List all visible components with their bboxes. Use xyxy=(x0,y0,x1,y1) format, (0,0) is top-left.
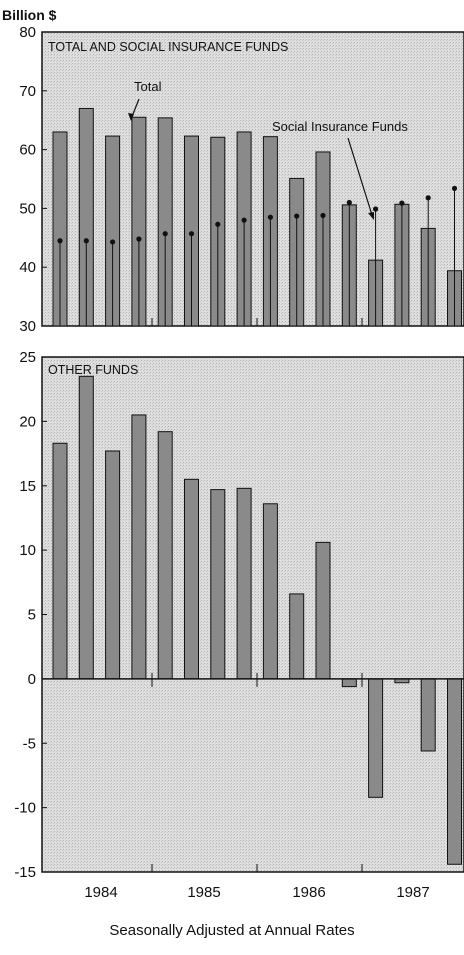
y-tick-label: 5 xyxy=(28,607,36,624)
social-insurance-point xyxy=(83,238,89,244)
annotation-social-insurance-arrowhead xyxy=(368,212,374,220)
x-axis-year-labels: 1984 1985 1986 1987 xyxy=(84,884,429,901)
panel-2-title: OTHER FUNDS xyxy=(48,363,138,377)
annotation-social-insurance-arrow xyxy=(347,137,373,216)
y-tick-label: -15 xyxy=(14,864,36,881)
y-tick-label: 20 xyxy=(19,413,36,430)
other-funds-bar xyxy=(447,678,462,865)
panel-2-bars xyxy=(52,375,462,865)
other-funds-bar xyxy=(78,375,94,680)
social-insurance-point xyxy=(399,200,405,206)
other-funds-bar xyxy=(52,442,68,680)
panel-2-y-axis: -15 -10 -5 0 5 10 15 20 25 xyxy=(14,349,47,881)
y-tick-label: 25 xyxy=(19,349,36,366)
y-tick-label: 10 xyxy=(19,542,36,559)
annotation-total: Total xyxy=(134,79,162,94)
panel-total-and-social-insurance: TOTAL AND SOCIAL INSURANCE FUNDS 30 40 50 6… xyxy=(19,24,464,335)
y-tick-label: 15 xyxy=(19,478,36,495)
social-insurance-point xyxy=(320,212,326,219)
panel-1-x-ticks xyxy=(151,318,363,326)
x-tick-label-1985: 1985 xyxy=(187,884,220,901)
other-funds-bar xyxy=(262,503,278,680)
other-funds-bar xyxy=(341,678,357,688)
y-tick-label: 0 xyxy=(28,671,36,688)
social-insurance-point xyxy=(241,217,247,223)
other-funds-bar xyxy=(236,487,252,680)
panel-2-x-ticks xyxy=(42,672,464,872)
y-tick-label: 40 xyxy=(19,259,36,276)
y-tick-label: 60 xyxy=(19,142,36,159)
other-funds-bar xyxy=(289,593,305,680)
annotation-social-insurance: Social Insurance Funds xyxy=(272,119,408,134)
other-funds-bar xyxy=(157,431,173,680)
social-insurance-point xyxy=(451,185,458,192)
panel-1-title: TOTAL AND SOCIAL INSURANCE FUNDS xyxy=(48,40,288,54)
y-tick-label: 80 xyxy=(19,24,36,41)
y-tick-label: 70 xyxy=(19,83,36,100)
y-tick-label: 30 xyxy=(19,318,36,335)
other-funds-bar xyxy=(210,489,226,680)
panel-1-social-insurance-markers xyxy=(57,185,458,326)
social-insurance-point xyxy=(188,231,195,237)
y-tick-label: -5 xyxy=(23,735,36,752)
y-tick-label: -10 xyxy=(14,800,36,817)
other-funds-bar xyxy=(131,414,147,680)
social-insurance-point xyxy=(294,213,300,219)
panel-other-funds: OTHER FUNDS -15 -10 -5 0 5 10 15 20 25 xyxy=(14,349,464,881)
x-tick-label-1986: 1986 xyxy=(292,884,325,901)
other-funds-bar xyxy=(368,678,384,798)
social-insurance-point xyxy=(136,236,142,242)
y-axis-unit-label: Billion $ xyxy=(2,7,57,23)
social-insurance-point xyxy=(110,239,116,245)
other-funds-bar xyxy=(315,541,331,680)
other-funds-bar xyxy=(105,450,121,680)
social-insurance-point xyxy=(425,195,431,201)
annotation-total-arrowhead xyxy=(128,113,134,121)
social-insurance-point xyxy=(267,214,273,220)
x-tick-label-1987: 1987 xyxy=(396,884,429,901)
panel-1-y-axis: 30 40 50 60 70 80 xyxy=(19,24,47,335)
social-insurance-point xyxy=(162,231,168,237)
social-insurance-point xyxy=(373,206,379,212)
social-insurance-point xyxy=(215,221,221,227)
social-insurance-point xyxy=(346,199,352,206)
social-insurance-point xyxy=(57,238,63,244)
other-funds-bar xyxy=(420,678,436,752)
chart-footer-note: Seasonally Adjusted at Annual Rates xyxy=(109,922,354,939)
y-tick-label: 50 xyxy=(19,200,36,217)
other-funds-bar xyxy=(184,478,199,680)
x-tick-label-1984: 1984 xyxy=(84,884,117,901)
